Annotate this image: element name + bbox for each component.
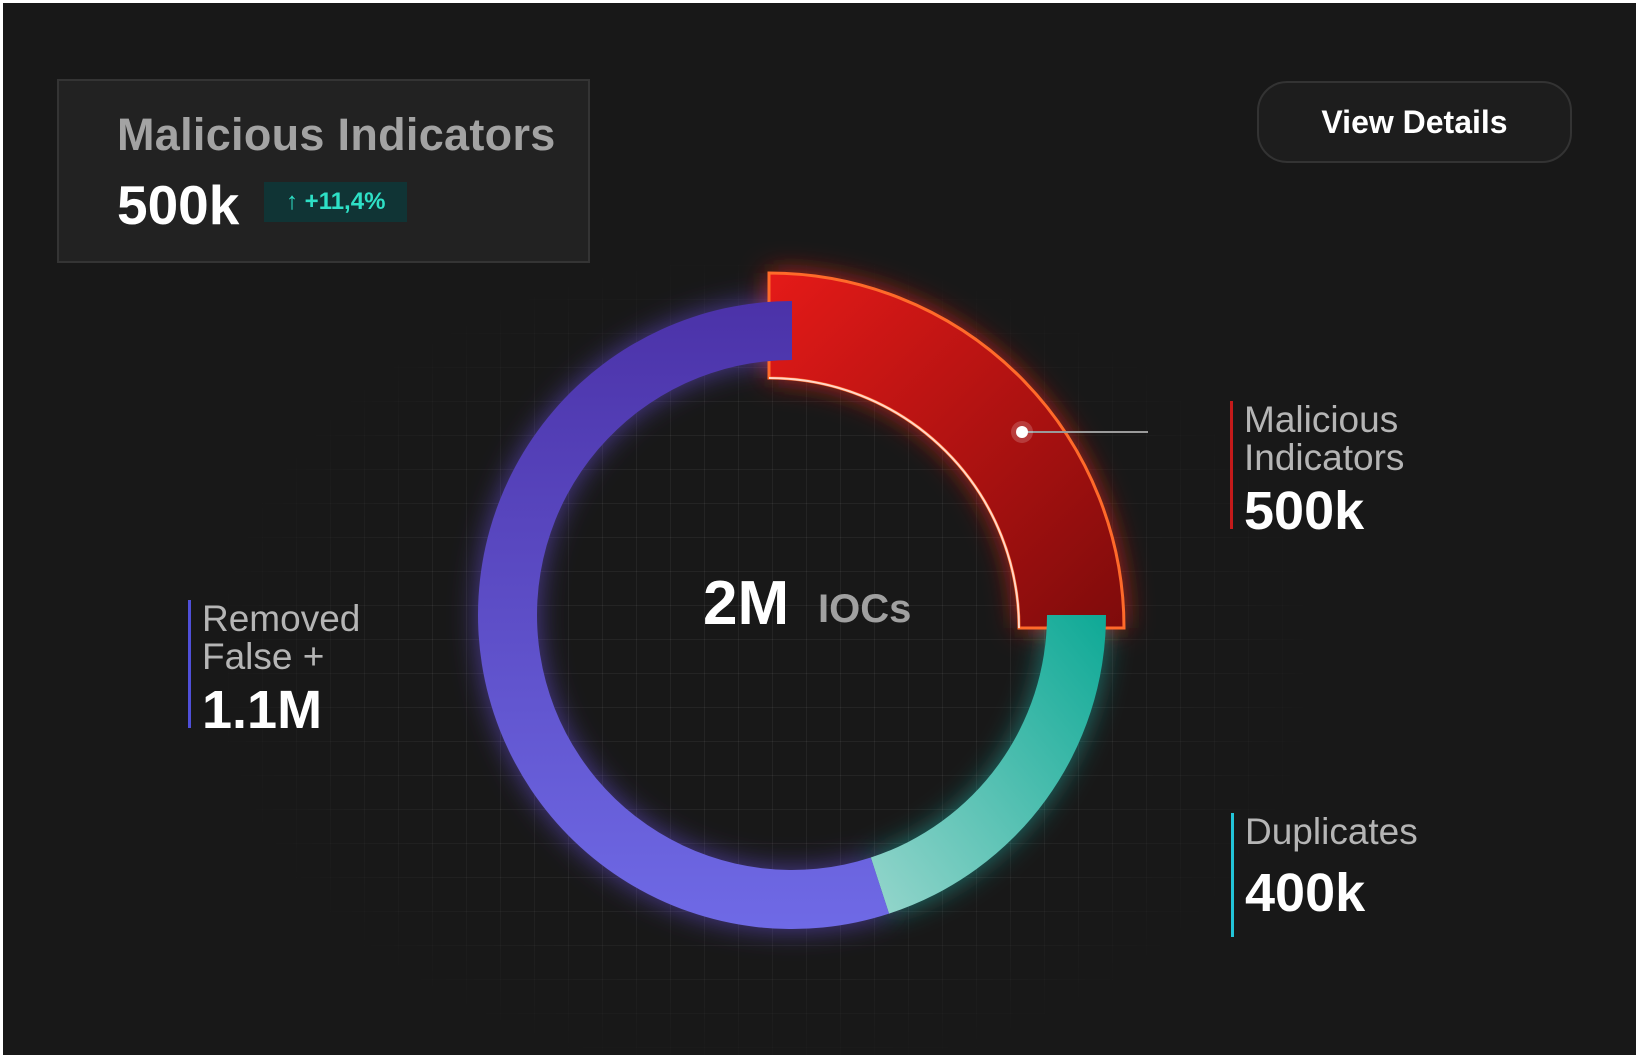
arrow-up-icon: ↑ <box>286 188 298 215</box>
legend-name-line1: Malicious <box>1244 399 1399 440</box>
ioc-chart-card: Malicious Indicators 500k ↑ +11,4% View … <box>3 3 1636 1055</box>
legend-item-duplicates: Duplicates 400k <box>1231 813 1485 937</box>
legend-value: 500k <box>1244 481 1365 541</box>
donut-slice-duplicates[interactable] <box>870 615 1106 914</box>
legend-item-malicious: Malicious Indicators 500k <box>1230 399 1474 541</box>
legend-name-line2: False + <box>202 636 325 677</box>
center-unit: IOCs <box>818 587 912 631</box>
view-details-button[interactable]: View Details <box>1257 81 1572 163</box>
malicious-slice-inner-edge <box>768 377 1020 629</box>
legend-bar-malicious <box>1230 401 1233 529</box>
donut-slice-malicious-indicators[interactable] <box>767 271 1126 630</box>
legend-bar-duplicates <box>1231 813 1234 937</box>
summary-value: 500k <box>117 174 240 236</box>
malicious-pointer-dot <box>1016 426 1028 438</box>
donut-slice-removed-false[interactable] <box>478 301 890 929</box>
center-total: 2M <box>703 569 790 638</box>
change-badge: ↑ +11,4% <box>264 182 408 222</box>
legend-bar-removed <box>188 600 191 728</box>
summary-card: Malicious Indicators 500k ↑ +11,4% <box>57 79 590 263</box>
change-value: +11,4% <box>304 188 386 215</box>
legend-value: 1.1M <box>202 680 323 740</box>
donut-chart <box>478 271 1148 929</box>
legend-name-line2: Indicators <box>1244 437 1405 478</box>
summary-title: Malicious Indicators <box>117 109 556 160</box>
legend-name-line1: Removed <box>202 598 361 639</box>
legend-value: 400k <box>1245 863 1366 923</box>
legend-item-removed: Removed False + 1.1M <box>188 598 432 740</box>
legend-name-line1: Duplicates <box>1245 811 1418 852</box>
